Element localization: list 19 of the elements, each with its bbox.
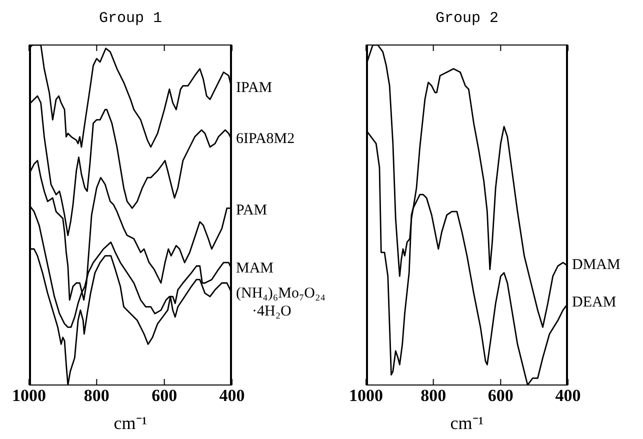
series-label: DEAM: [572, 294, 616, 311]
x-tick-label: 400: [555, 386, 581, 406]
x-tick-label: 600: [488, 386, 514, 406]
x-tick-label: 1000: [12, 386, 46, 406]
x-tick-label: 400: [219, 386, 245, 406]
x-axis-title: cm⁻¹: [112, 412, 148, 434]
chart-title: Group 1: [98, 10, 163, 27]
x-tick-label: 600: [152, 386, 178, 406]
x-tick-label: 800: [84, 386, 110, 406]
series-label: MAM: [236, 260, 274, 277]
x-tick-label: 800: [420, 386, 446, 406]
series-label: PAM: [236, 203, 268, 220]
x-axis-title: cm⁻¹: [449, 412, 485, 434]
series-label: IPAM: [236, 80, 272, 97]
x-tick-label: 1000: [349, 386, 383, 406]
series-label: 6IPA8M2: [236, 132, 295, 148]
chart-title: Group 2: [434, 10, 500, 27]
series-label: (NH₄)₆Mo₇O₂₄·4H₂O: [236, 286, 326, 320]
series-label: DMAM: [572, 257, 620, 274]
